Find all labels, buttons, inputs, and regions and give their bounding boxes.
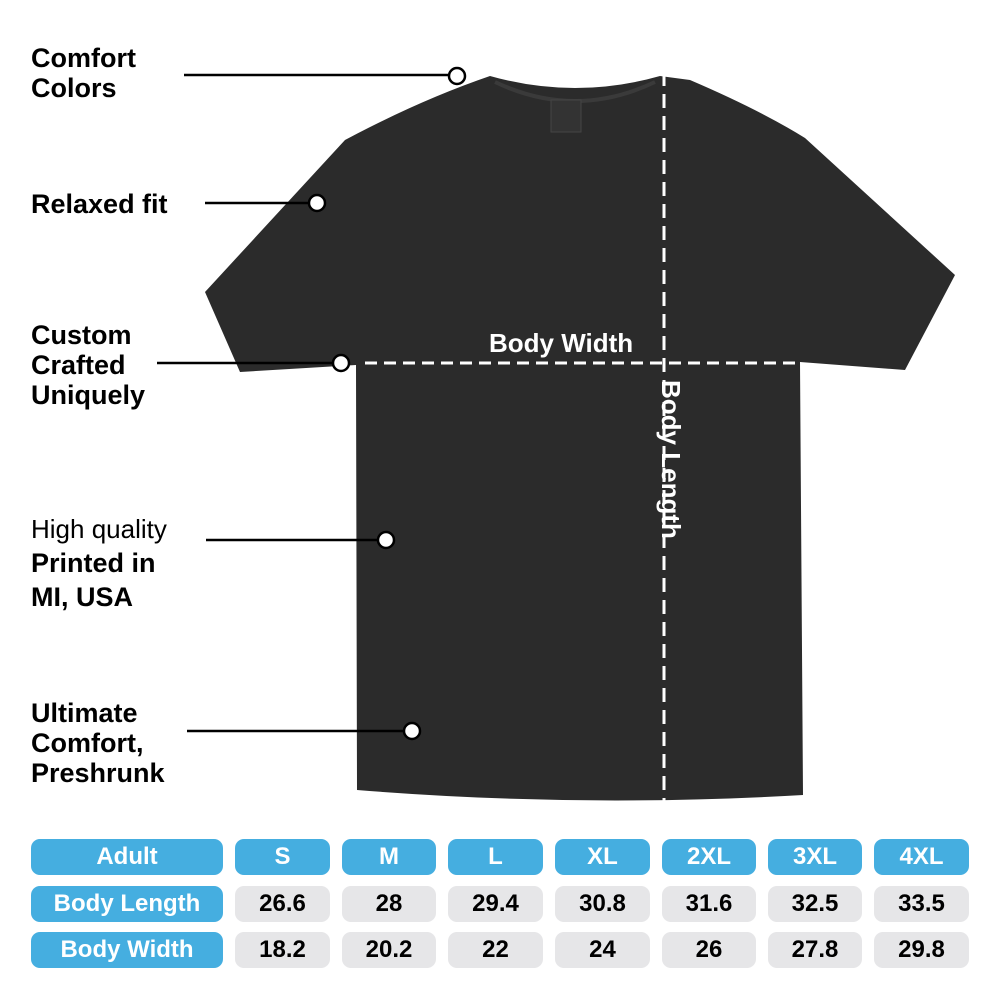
callout-dot [331, 353, 351, 373]
table-cell: 31.6 [662, 886, 756, 922]
callout-comfort-colors: Comfort Colors [31, 43, 136, 103]
callout-text: Comfort [31, 43, 136, 73]
table-header-size: 3XL [768, 839, 862, 875]
callout-printed: High quality Printed in MI, USA [31, 512, 167, 614]
tshirt-image [157, 66, 955, 802]
callout-dot [447, 66, 467, 86]
table-cell: 33.5 [874, 886, 969, 922]
table-cell: 24 [555, 932, 650, 968]
callout-text: Custom [31, 320, 132, 350]
callout-text: Printed in [31, 548, 156, 578]
table-header-size: S [235, 839, 330, 875]
table-cell: 28 [342, 886, 436, 922]
callout-dot [307, 193, 327, 213]
table-cell: 32.5 [768, 886, 862, 922]
table-cell: 29.4 [448, 886, 543, 922]
table-header-size: L [448, 839, 543, 875]
table-header-size: M [342, 839, 436, 875]
table-row-label: Body Length [31, 886, 223, 922]
callout-text: MI, USA [31, 582, 134, 612]
callout-text: Comfort, [31, 728, 144, 758]
table-cell: 30.8 [555, 886, 650, 922]
body-length-label: Body Length [656, 380, 686, 539]
callout-dot [376, 530, 396, 550]
table-cell: 27.8 [768, 932, 862, 968]
callout-text: Relaxed fit [31, 189, 168, 219]
callout-text: Preshrunk [31, 758, 165, 788]
table-row-label: Body Width [31, 932, 223, 968]
table-header-size: XL [555, 839, 650, 875]
callout-relaxed-fit: Relaxed fit [31, 189, 168, 219]
callout-text: High quality [31, 514, 167, 544]
table-header-size: 4XL [874, 839, 969, 875]
callout-text: Ultimate [31, 698, 138, 728]
table-cell: 20.2 [342, 932, 436, 968]
table-cell: 22 [448, 932, 543, 968]
callout-ultimate-comfort: Ultimate Comfort, Preshrunk [31, 698, 165, 788]
callout-text: Uniquely [31, 380, 146, 410]
callout-text: Crafted [31, 350, 126, 380]
table-cell: 26.6 [235, 886, 330, 922]
callout-dot [402, 721, 422, 741]
callout-custom-crafted: Custom Crafted Uniquely [31, 320, 145, 410]
table-cell: 18.2 [235, 932, 330, 968]
body-width-label: Body Width [489, 328, 634, 358]
table-cell: 29.8 [874, 932, 969, 968]
table-header-adult: Adult [31, 839, 223, 875]
callout-text: Colors [31, 73, 117, 103]
table-header-size: 2XL [662, 839, 756, 875]
tshirt-body [205, 76, 955, 801]
neck-label [550, 99, 582, 133]
table-cell: 26 [662, 932, 756, 968]
